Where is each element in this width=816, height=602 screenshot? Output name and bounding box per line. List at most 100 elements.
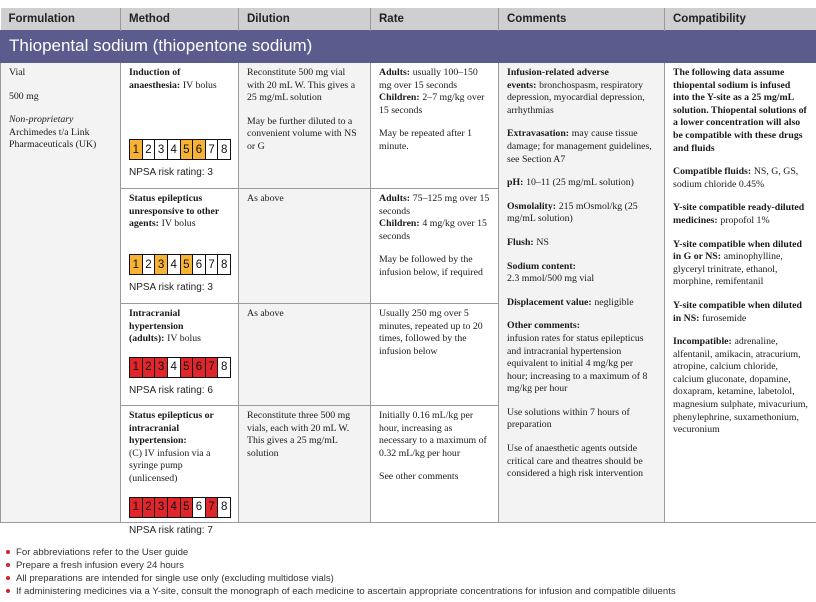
column-header: Dilution bbox=[238, 8, 371, 31]
risk-box: 5 bbox=[179, 496, 194, 518]
bold-text: Incompatible: bbox=[673, 336, 732, 348]
paragraph: Vial bbox=[9, 67, 112, 80]
risk-box: 6 bbox=[192, 496, 206, 518]
bold-text: Y-site compatible when diluted in G or N… bbox=[673, 238, 802, 263]
text: Use solutions within 7 hours of preparat… bbox=[507, 406, 630, 431]
line: Y-site compatible when diluted in NS: fur… bbox=[673, 300, 808, 325]
risk-box: 6 bbox=[192, 356, 206, 378]
risk-box: 2 bbox=[141, 139, 156, 161]
dilution-cell: Reconstitute three 500 mg vials, each wi… bbox=[238, 405, 371, 523]
paragraph: May be further diluted to a convenient v… bbox=[247, 116, 362, 154]
formulation-cell: Vial 500 mg Non-proprietary Archimedes t/a … bbox=[0, 62, 121, 523]
column-header: Formulation bbox=[0, 8, 121, 31]
method-cell: Status epilepticus or intracranial hyper… bbox=[120, 405, 239, 536]
line: 500 mg bbox=[9, 91, 112, 104]
risk-box: 4 bbox=[166, 254, 181, 276]
paragraph: Usually 250 mg over 5 minutes, repeated … bbox=[379, 308, 490, 358]
risk-box: 1 bbox=[129, 139, 143, 161]
paragraph: Initially 0.16 mL/kg per hour, increasin… bbox=[379, 410, 490, 460]
footnote: For abbreviations refer to the User guid… bbox=[4, 546, 676, 559]
method-content: Status epilepticus or intracranial hyper… bbox=[129, 410, 231, 536]
line: Adults: usually 100–150 mg over 15 second… bbox=[379, 67, 490, 92]
line: See other comments bbox=[379, 471, 490, 484]
risk-box: 5 bbox=[179, 254, 194, 276]
line: Compatible fluids: NS, G, GS, sodium chlo… bbox=[673, 166, 808, 191]
line: Initially 0.16 mL/kg per hour, increasin… bbox=[379, 410, 490, 460]
bold-text: Sodium content: bbox=[507, 260, 576, 272]
line: May be repeated after 1 minute. bbox=[379, 128, 490, 153]
line: (C) IV infusion via a syringe pump (unli… bbox=[129, 448, 230, 486]
text: Use of anaesthetic agents outside critic… bbox=[507, 443, 644, 480]
line: Vial bbox=[9, 67, 112, 80]
line: Sodium content: bbox=[507, 261, 656, 274]
method-content: Status epilepticus unresponsive to other… bbox=[129, 193, 231, 303]
line: Adults: 75–125 mg over 15 seconds bbox=[379, 193, 490, 218]
paragraph: pH: 10–11 (25 mg/mL solution) bbox=[507, 177, 656, 190]
line: Induction of anaesthesia: IV bolus bbox=[129, 67, 230, 92]
line: Infusion-related adverse events: bronchos… bbox=[507, 67, 656, 117]
risk-block: 1 2 3 4 5 6 7 8 NPSA risk rating: 3 bbox=[129, 254, 231, 295]
column-header: Comments bbox=[498, 8, 665, 31]
paragraph: As above bbox=[247, 308, 362, 321]
bold-text: pH: bbox=[507, 177, 524, 189]
line: Displacement value: negligible bbox=[507, 297, 656, 310]
paragraph: Infusion-related adverse events: bronchos… bbox=[507, 67, 656, 117]
risk-rating: NPSA risk rating: 6 bbox=[129, 384, 213, 396]
text: aminophylline, glyceryl trinitrate, etha… bbox=[673, 251, 783, 288]
bold-text: Intracranial hypertension (adults): bbox=[129, 308, 184, 345]
paragraph: May be followed by the infusion below, i… bbox=[379, 254, 490, 279]
text: See other comments bbox=[379, 471, 459, 483]
bold-text: Displacement value: bbox=[507, 296, 592, 308]
line: Reconstitute 500 mg vial with 20 mL W. T… bbox=[247, 67, 362, 105]
comments-cell: Infusion-related adverse events: bronchos… bbox=[498, 62, 665, 523]
text: Reconstitute 500 mg vial with 20 mL W. T… bbox=[247, 67, 356, 104]
bold-text: Y-site compatible when diluted in NS: bbox=[673, 299, 802, 324]
dilution-cell: As above bbox=[238, 188, 371, 304]
line: infusion rates for status epilepticus an… bbox=[507, 333, 656, 396]
italic-text: Non-proprietary bbox=[9, 114, 74, 126]
footnote: All preparations are intended for single… bbox=[4, 572, 676, 585]
method-row: Vial 500 mg Non-proprietary Archimedes t/a … bbox=[0, 62, 816, 523]
bold-text: Flush: bbox=[507, 236, 534, 248]
line: Status epilepticus or intracranial hyper… bbox=[129, 410, 230, 448]
paragraph: Reconstitute 500 mg vial with 20 mL W. T… bbox=[247, 67, 362, 105]
header-row: Formulation Method Dilution Rate Comments Com… bbox=[0, 8, 816, 31]
paragraph: Y-site compatible when diluted in G or N… bbox=[673, 239, 808, 289]
rate-cell: Usually 250 mg over 5 minutes, repeated … bbox=[370, 303, 499, 406]
column-header: Compatibility bbox=[664, 8, 816, 31]
rate-cell: Adults: 75–125 mg over 15 seconds Children… bbox=[370, 188, 499, 304]
line: May be followed by the infusion below, i… bbox=[379, 254, 490, 279]
line: pH: 10–11 (25 mg/mL solution) bbox=[507, 177, 656, 190]
monograph-table: Formulation Method Dilution Rate Comments Com… bbox=[0, 8, 816, 536]
risk-box: 8 bbox=[217, 356, 231, 378]
text: Usually 250 mg over 5 minutes, repeated … bbox=[379, 308, 483, 357]
line: Y-site compatible when diluted in G or N… bbox=[673, 239, 808, 289]
line: Children: 2–7 mg/kg over 15 seconds bbox=[379, 92, 490, 117]
text: bronchospasm, respiratory depression, my… bbox=[507, 79, 645, 116]
risk-box: 1 bbox=[129, 496, 143, 518]
paragraph: Other comments: infusion rates for status… bbox=[507, 320, 656, 396]
line: Use of anaesthetic agents outside critic… bbox=[507, 443, 656, 481]
paragraph: See other comments bbox=[379, 471, 490, 484]
paragraph: Induction of anaesthesia: IV bolus bbox=[129, 67, 230, 92]
text: 10–11 (25 mg/mL solution) bbox=[526, 177, 634, 189]
compatibility-cell: The following data assume thiopental sod… bbox=[664, 62, 816, 523]
risk-rating: NPSA risk rating: 3 bbox=[129, 282, 213, 294]
risk-box: 7 bbox=[204, 496, 219, 518]
text: 2.3 mmol/500 mg vial bbox=[507, 273, 595, 285]
risk-rating: NPSA risk rating: 3 bbox=[129, 167, 213, 179]
title-row: Thiopental sodium (thiopentone sodium) bbox=[0, 30, 816, 63]
bold-text: Y-site compatible ready-diluted medicine… bbox=[673, 202, 805, 226]
text: propofol 1% bbox=[720, 214, 770, 226]
paragraph: Sodium content: 2.3 mmol/500 mg vial bbox=[507, 261, 656, 286]
text: NS bbox=[536, 236, 549, 248]
bold-text: Adults: bbox=[379, 193, 411, 204]
text: Vial bbox=[9, 67, 26, 78]
risk-box: 2 bbox=[141, 254, 156, 276]
bold-text: Status epilepticus unresponsive to other… bbox=[129, 193, 219, 230]
text: infusion rates for status epilepticus an… bbox=[507, 332, 648, 395]
paragraph: Use solutions within 7 hours of preparat… bbox=[507, 407, 656, 432]
line: Non-proprietary bbox=[9, 114, 112, 127]
